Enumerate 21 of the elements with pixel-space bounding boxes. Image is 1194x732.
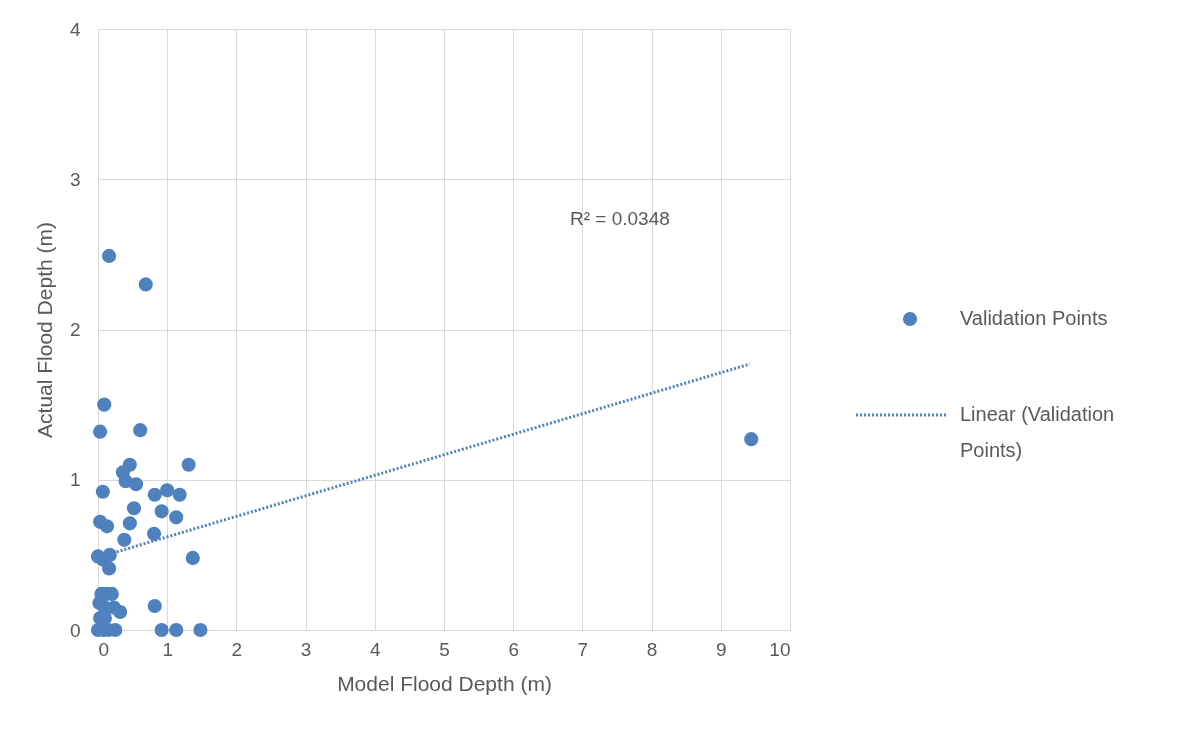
x-tick-label: 7 xyxy=(577,638,589,660)
legend-label: Validation Points xyxy=(960,307,1108,329)
x-axis-title: Model Flood Depth (m) xyxy=(337,671,552,695)
y-axis-title: Actual Flood Depth (m) xyxy=(32,222,56,438)
x-tick-label: 1 xyxy=(162,638,173,660)
x-tick-label: 6 xyxy=(508,638,519,660)
y-tick-label: 1 xyxy=(69,469,81,491)
y-tick-label: 3 xyxy=(69,168,81,190)
x-tick-label: 0 xyxy=(98,638,110,660)
legend-label: Linear (Validation Points) xyxy=(960,403,1115,461)
x-tick-label: 9 xyxy=(716,638,727,660)
x-tick-label: 3 xyxy=(300,638,312,660)
x-tick-label: 4 xyxy=(370,638,382,660)
annotation: R² = 0.0348 xyxy=(570,208,670,229)
y-tick-label: 2 xyxy=(69,319,81,340)
y-tick-label: 4 xyxy=(69,18,81,40)
x-tick-label: 5 xyxy=(439,638,450,660)
x-tick-label: 8 xyxy=(646,638,658,660)
y-tick-label: 0 xyxy=(69,619,81,641)
x-tick-label: 10 xyxy=(769,638,791,660)
x-tick-label: 2 xyxy=(231,638,243,660)
